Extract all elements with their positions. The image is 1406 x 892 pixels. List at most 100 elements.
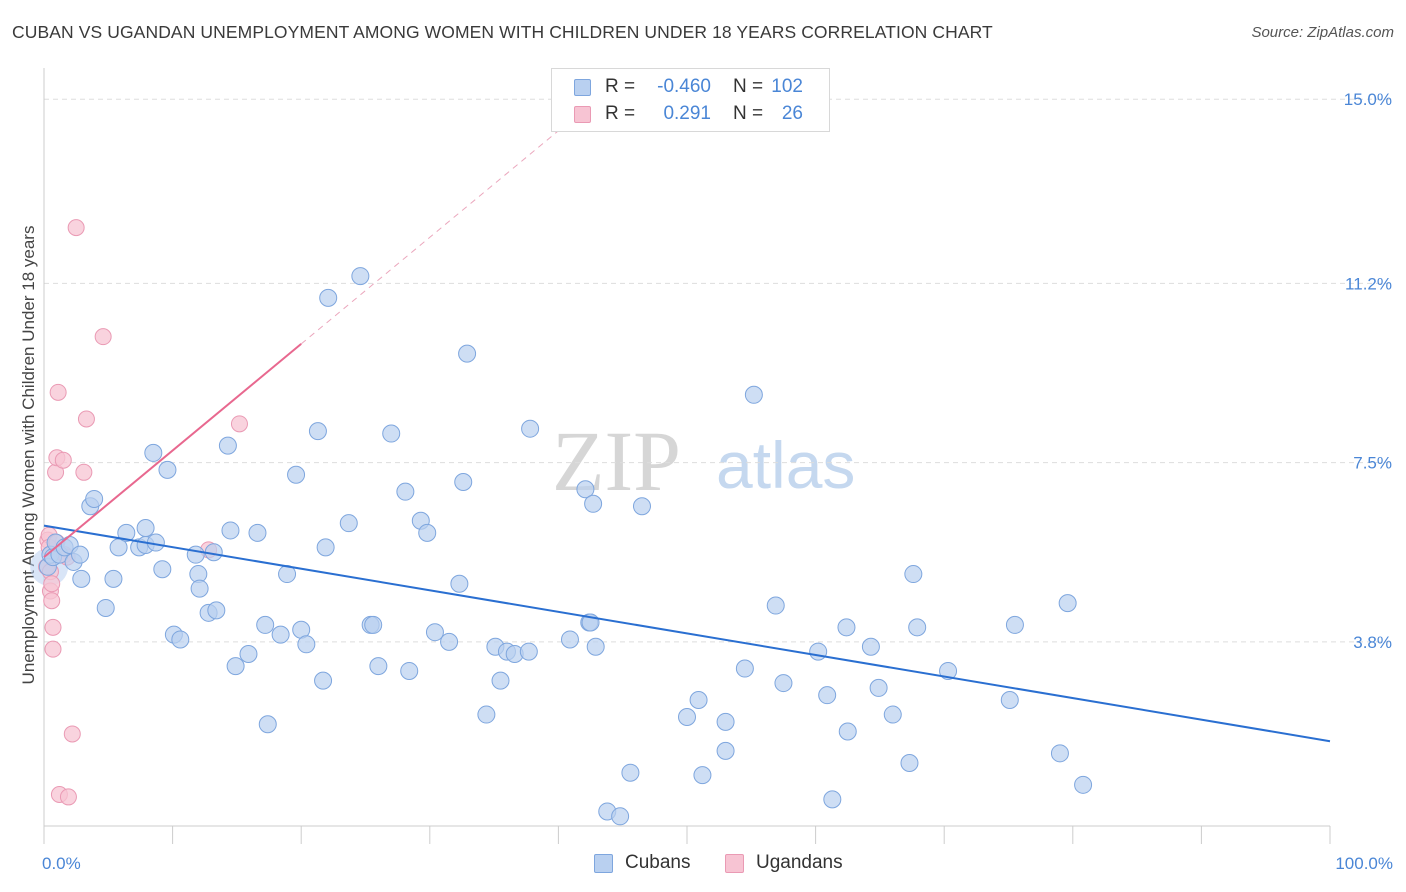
legend-n-label: N = [733,76,764,97]
cuban-point [1050,744,1069,763]
cuban-point [308,422,327,441]
legend-label-ugandans: Ugandans [756,852,843,873]
cuban-point [85,489,104,508]
cuban-point [519,642,538,661]
cuban-point [611,807,630,826]
cuban-point [774,674,793,693]
cuban-point [818,686,837,705]
cuban-point [869,678,888,697]
cuban-point [693,766,712,785]
cuban-point [258,715,277,734]
cuban-point [351,267,370,286]
ugandan-point [44,618,62,636]
cuban-point [689,691,708,710]
cuban-point [425,623,444,642]
cubans-swatch [574,78,591,96]
cuban-point [71,545,90,564]
cuban-point [621,763,640,782]
watermark-zip: ZIP [552,413,681,509]
correlation-legend: R = -0.460 N = 102 R = 0.291 N = 26 [551,68,830,132]
legend-r-label: R = [605,103,636,124]
ugandans-trend-line [43,343,302,558]
cuban-point [400,661,419,680]
trend-lines [43,130,1331,743]
cuban-point [458,344,477,363]
legend-n-label: N = [733,103,764,124]
cuban-point [477,705,496,724]
cuban-point [396,482,415,501]
cuban-point [287,465,306,484]
cuban-point [117,523,136,542]
ugandan-point [63,725,81,743]
cuban-point [158,460,177,479]
cuban-point [316,538,335,557]
cuban-point [226,657,245,676]
cuban-point [454,472,473,491]
cuban-point [837,618,856,637]
cuban-point [939,661,958,680]
chart-title: CUBAN VS UGANDAN UNEMPLOYMENT AMONG WOME… [12,22,993,42]
axes [43,68,1331,844]
cuban-point [256,615,275,634]
ugandan-point [54,451,72,469]
legend-r-value: 0.291 [663,103,711,124]
cuban-point [861,637,880,656]
cuban-point [144,443,163,462]
legend-n-value: 102 [771,76,803,97]
legend-r-label: R = [605,76,636,97]
ugandan-point [75,463,93,481]
cuban-point [221,521,240,540]
cuban-point [1000,691,1019,710]
cuban-point [576,480,595,499]
y-tick-label: 7.5% [1353,454,1392,473]
cuban-point [314,671,333,690]
ugandan-point [59,788,77,806]
legend-item-ugandans[interactable]: Ugandans [725,852,843,874]
cuban-points [38,267,1093,826]
cuban-point [766,596,785,615]
cuban-point [339,514,358,533]
cuban-point [838,722,857,741]
cuban-point [248,523,267,542]
y-tick-label: 11.2% [1345,274,1392,293]
ugandan-point [44,640,62,658]
cuban-point [319,288,338,307]
cuban-point [584,494,603,513]
cuban-point [218,436,237,455]
cubans-trend-line [43,524,1331,743]
cuban-point [678,707,696,726]
legend-row-cubans: R = -0.460 N = 102 [574,74,803,100]
cuban-point [72,569,91,588]
ugandan-point [43,575,61,593]
cuban-point [171,630,190,649]
cuban-point [735,659,754,678]
cuban-point [1005,615,1024,634]
ugandan-point [230,415,248,433]
ugandan-point [77,410,95,428]
legend-r-value: -0.460 [657,76,711,97]
ugandan-point [67,219,85,237]
legend-item-cubans[interactable]: Cubans [594,852,691,874]
cuban-point [153,560,172,579]
cuban-point [883,705,902,724]
cuban-point [491,671,510,690]
cuban-point [716,741,735,760]
cuban-point [1058,594,1077,613]
cuban-point [369,657,388,676]
cuban-point [716,712,735,731]
ugandans-trend-extension [300,130,559,345]
source-label: Source: ZipAtlas.com [1251,24,1394,41]
series-legend: Cubans Ugandans [0,852,1406,878]
cuban-point [1074,775,1093,794]
cuban-point [908,618,927,637]
cuban-point [190,579,209,598]
y-tick-label: 3.8% [1353,633,1392,652]
ugandans-swatch [574,105,591,123]
cuban-point [900,754,919,773]
y-tick-label: 15.0% [1344,90,1392,109]
x-tick-label: 0.0% [42,854,81,873]
cubans-legend-swatch [594,853,613,873]
cuban-point [440,632,459,651]
cuban-point [186,545,205,564]
cuban-point [239,644,258,663]
